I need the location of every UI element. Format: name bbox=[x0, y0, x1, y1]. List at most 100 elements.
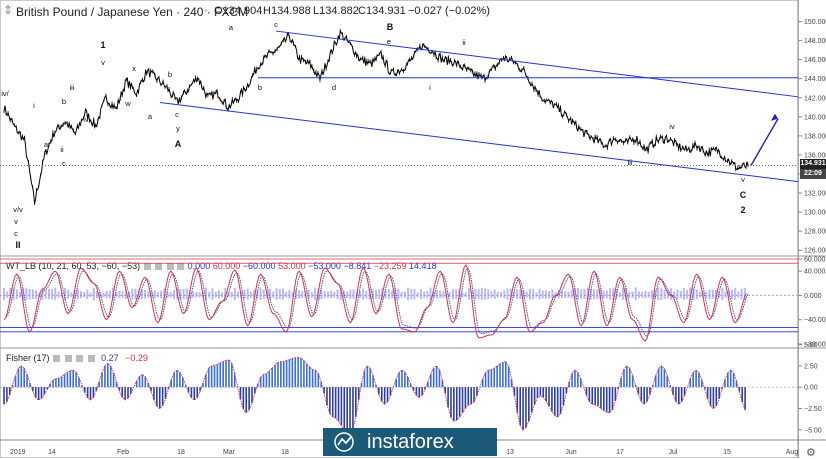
projection-arrow bbox=[750, 118, 779, 166]
eye-icon[interactable] bbox=[143, 263, 151, 271]
wave-label: y bbox=[176, 124, 180, 133]
wt-signal-line bbox=[5, 267, 749, 337]
wave-label: a bbox=[229, 23, 234, 32]
wt-title: WT_LB (10, 21, 60, 53, −60, −53) bbox=[6, 261, 141, 271]
countdown-tag: 22:09 bbox=[800, 169, 826, 179]
wave-label: A bbox=[175, 139, 182, 149]
wave-label: i bbox=[429, 83, 431, 92]
wt-value-3: 53.000 bbox=[278, 261, 306, 271]
ohlc-close: C134.931 bbox=[358, 5, 406, 17]
symbol-title[interactable]: British Pound / Japanese Yen · 240 · FXC… bbox=[16, 5, 249, 19]
chart-header: ⇕ British Pound / Japanese Yen · 240 · F… bbox=[0, 0, 800, 22]
wave-label: b bbox=[168, 70, 172, 79]
wave-label: ii bbox=[462, 38, 466, 47]
ohlc-open: O134.904 bbox=[214, 5, 263, 17]
y-tick-label: 126.000 bbox=[804, 248, 826, 255]
wave-label: v bbox=[14, 217, 18, 226]
channel-lower-trendline bbox=[159, 102, 799, 183]
wave-label: iii bbox=[628, 158, 633, 167]
settings-icon[interactable] bbox=[64, 355, 72, 363]
wt-y-tick-label: 60.000 bbox=[804, 257, 826, 264]
wt-y-tick-label: −80.000 bbox=[804, 341, 826, 348]
collapse-icon[interactable]: ⇕ bbox=[3, 3, 14, 17]
wave-label: v bbox=[101, 58, 105, 67]
wave-label: c bbox=[62, 159, 66, 168]
y-tick-label: 144.000 bbox=[804, 76, 826, 83]
close-icon[interactable] bbox=[166, 263, 174, 271]
price-series-line bbox=[3, 30, 749, 204]
fisher-y-tick-label: 5.00 bbox=[804, 342, 818, 349]
wave-label: v bbox=[741, 175, 745, 184]
settings-icon[interactable] bbox=[155, 263, 163, 271]
logo-mark-icon bbox=[334, 432, 354, 452]
wt-panel-label[interactable]: WT_LB (10, 21, 60, 53, −60, −53) 0.000 6… bbox=[6, 261, 437, 271]
wt-value-1: 60.000 bbox=[212, 261, 241, 271]
x-tick-label: Aug bbox=[786, 449, 799, 456]
y-tick-label: 150.000 bbox=[804, 19, 826, 26]
ohlc-high: H134.988 bbox=[263, 5, 311, 17]
fisher-title: Fisher (17) bbox=[6, 353, 50, 363]
settings-gear-icon[interactable]: ⚙ bbox=[806, 447, 816, 459]
y-tick-label: 148.000 bbox=[804, 38, 826, 45]
wt-value-4: −53.000 bbox=[308, 261, 341, 271]
x-tick-label: 18 bbox=[177, 449, 185, 456]
watermark-logo: instaforex bbox=[323, 428, 497, 456]
wt-y-tick-label: −40.000 bbox=[804, 317, 826, 324]
wave-label: i bbox=[33, 101, 35, 110]
wave-label: b bbox=[62, 97, 66, 106]
close-icon[interactable] bbox=[76, 355, 84, 363]
wave-label: B bbox=[387, 22, 394, 32]
fisher-y-tick-label: −2.50 bbox=[804, 406, 822, 413]
wave-label: d bbox=[332, 83, 336, 92]
x-tick-label: Mar bbox=[223, 449, 236, 456]
x-tick-label: Jun bbox=[565, 449, 576, 456]
fisher-y-tick-label: 0.00 bbox=[804, 385, 818, 392]
more-icon[interactable] bbox=[87, 355, 95, 363]
fisher-panel-label[interactable]: Fisher (17) 0.27 −0.29 bbox=[6, 353, 148, 363]
y-tick-label: 130.000 bbox=[804, 210, 826, 217]
y-tick-label: 142.000 bbox=[804, 95, 826, 102]
x-tick-label: 14 bbox=[48, 449, 56, 456]
wave-label: a bbox=[148, 112, 153, 121]
wave-label: c bbox=[14, 229, 18, 238]
more-icon[interactable] bbox=[177, 263, 185, 271]
fisher-trigger-line bbox=[3, 356, 746, 435]
y-tick-label: 138.000 bbox=[804, 133, 826, 140]
channel-upper-trendline bbox=[275, 30, 799, 98]
y-tick-label: 146.000 bbox=[804, 57, 826, 64]
header-dot-icon: ◦ bbox=[204, 5, 208, 17]
x-tick-label: 2019 bbox=[10, 449, 26, 456]
wt-value-2: −60.000 bbox=[242, 261, 276, 271]
projection-arrowhead bbox=[771, 113, 778, 121]
wt-value-7: 14.418 bbox=[409, 261, 437, 271]
wt-y-tick-label: 40.000 bbox=[804, 269, 826, 276]
wave-label: iv bbox=[83, 115, 89, 124]
wt-value-5: −8.841 bbox=[343, 261, 372, 271]
wave-label: x bbox=[132, 64, 136, 73]
x-tick-label: 15 bbox=[723, 449, 731, 456]
wave-label: c bbox=[274, 20, 278, 29]
wave-label: c bbox=[175, 110, 179, 119]
x-tick-label: Feb bbox=[117, 449, 129, 456]
wave-label: ii bbox=[60, 145, 64, 154]
fisher-y-tick-label: −5.00 bbox=[804, 427, 822, 434]
wave-label: 1 bbox=[100, 40, 105, 50]
ohlc-low: L134.882 bbox=[313, 5, 359, 17]
wave-label: C bbox=[740, 190, 747, 200]
wave-label: e bbox=[387, 37, 391, 46]
y-tick-label: 136.000 bbox=[804, 152, 826, 159]
y-tick-label: 140.000 bbox=[804, 114, 826, 121]
wave-label: iv bbox=[669, 122, 675, 131]
wave-label: b bbox=[258, 83, 262, 92]
wave-label: iv/ bbox=[1, 89, 9, 98]
wt-line bbox=[3, 264, 747, 342]
ohlc-change: −0.027 (−0.02%) bbox=[408, 5, 490, 17]
fisher-y-tick-label: 2.50 bbox=[804, 363, 818, 370]
x-tick-label: 13 bbox=[506, 449, 514, 456]
wave-label: a bbox=[44, 140, 49, 149]
x-tick-label: 18 bbox=[281, 449, 289, 456]
y-tick-label: 132.000 bbox=[804, 191, 826, 198]
x-tick-label: 17 bbox=[616, 449, 624, 456]
eye-icon[interactable] bbox=[53, 355, 61, 363]
